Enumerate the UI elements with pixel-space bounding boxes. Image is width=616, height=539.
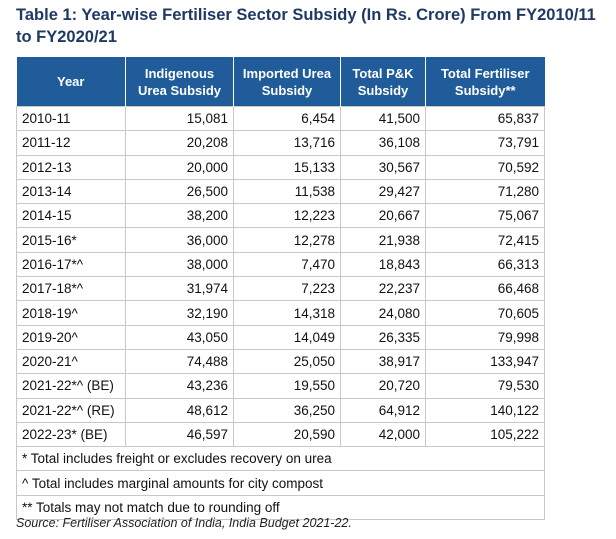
value-cell: 36,108 xyxy=(340,130,426,156)
table-row: 2017-18*^ 31,974 7,223 22,237 66,468 xyxy=(16,276,545,302)
year-cell: 2020-21^ xyxy=(16,348,126,375)
year-cell: 2010-11 xyxy=(16,105,126,132)
value-cell: 30,567 xyxy=(340,154,426,180)
value-cell: 18,843 xyxy=(340,251,426,278)
value-cell: 15,133 xyxy=(233,154,341,180)
value-cell: 66,313 xyxy=(425,251,545,278)
value-cell: 7,223 xyxy=(233,276,341,302)
value-cell: 13,716 xyxy=(233,130,341,156)
value-cell: 20,000 xyxy=(125,154,234,180)
source-note: Source: Fertiliser Association of India,… xyxy=(16,516,352,530)
value-cell: 26,500 xyxy=(125,178,234,205)
value-cell: 105,222 xyxy=(425,421,545,448)
column-header: Total Fertiliser Subsidy** xyxy=(425,57,545,107)
table-row: 2011-12 20,208 13,716 36,108 73,791 xyxy=(16,130,545,156)
footnote: * Total includes freight or excludes rec… xyxy=(16,446,545,472)
value-cell: 74,488 xyxy=(125,348,234,375)
footnote-row: * Total includes freight or excludes rec… xyxy=(16,446,545,472)
value-cell: 79,998 xyxy=(425,324,545,350)
value-cell: 140,122 xyxy=(425,397,545,423)
value-cell: 38,917 xyxy=(340,348,426,375)
subsidy-table: Year Indigenous Urea Subsidy Imported Urea… xyxy=(16,57,545,521)
value-cell: 31,974 xyxy=(125,276,234,302)
value-cell: 20,208 xyxy=(125,130,234,156)
table-row: 2016-17*^ 38,000 7,470 18,843 66,313 xyxy=(16,251,545,278)
value-cell: 24,080 xyxy=(340,300,426,326)
value-cell: 14,318 xyxy=(233,300,341,326)
value-cell: 43,236 xyxy=(125,373,234,399)
year-cell: 2017-18*^ xyxy=(16,276,126,302)
table-row: 2020-21^ 74,488 25,050 38,917 133,947 xyxy=(16,348,545,375)
footnote: ^ Total includes marginal amounts for ci… xyxy=(16,470,545,496)
value-cell: 12,223 xyxy=(233,203,341,229)
table-row: 2010-11 15,081 6,454 41,500 65,837 xyxy=(16,105,545,132)
year-cell: 2015-16* xyxy=(16,227,126,253)
year-cell: 2014-15 xyxy=(16,203,126,229)
value-cell: 26,335 xyxy=(340,324,426,350)
value-cell: 36,250 xyxy=(233,397,341,423)
value-cell: 21,938 xyxy=(340,227,426,253)
value-cell: 73,791 xyxy=(425,130,545,156)
value-cell: 66,468 xyxy=(425,276,545,302)
year-cell: 2012-13 xyxy=(16,154,126,180)
value-cell: 20,720 xyxy=(340,373,426,399)
table-row: 2012-13 20,000 15,133 30,567 70,592 xyxy=(16,154,545,180)
value-cell: 38,200 xyxy=(125,203,234,229)
value-cell: 22,237 xyxy=(340,276,426,302)
value-cell: 46,597 xyxy=(125,421,234,448)
value-cell: 38,000 xyxy=(125,251,234,278)
table-title: Table 1: Year-wise Fertiliser Sector Sub… xyxy=(16,6,596,46)
value-cell: 43,050 xyxy=(125,324,234,350)
value-cell: 6,454 xyxy=(233,105,341,132)
table-row: 2021-22*^ (BE) 43,236 19,550 20,720 79,530 xyxy=(16,373,545,399)
year-cell: 2021-22*^ (RE) xyxy=(16,397,126,423)
value-cell: 75,067 xyxy=(425,203,545,229)
table-row: 2022-23* (BE) 46,597 20,590 42,000 105,222 xyxy=(16,421,545,448)
column-header: Indigenous Urea Subsidy xyxy=(125,57,234,107)
value-cell: 70,605 xyxy=(425,300,545,326)
value-cell: 7,470 xyxy=(233,251,341,278)
table-row: 2015-16* 36,000 12,278 21,938 72,415 xyxy=(16,227,545,253)
value-cell: 133,947 xyxy=(425,348,545,375)
header-row: Year Indigenous Urea Subsidy Imported Urea… xyxy=(16,57,545,107)
table-row: 2019-20^ 43,050 14,049 26,335 79,998 xyxy=(16,324,545,350)
value-cell: 65,837 xyxy=(425,105,545,132)
value-cell: 20,667 xyxy=(340,203,426,229)
value-cell: 70,592 xyxy=(425,154,545,180)
value-cell: 64,912 xyxy=(340,397,426,423)
column-header: Total P&K Subsidy xyxy=(340,57,426,107)
year-cell: 2019-20^ xyxy=(16,324,126,350)
value-cell: 72,415 xyxy=(425,227,545,253)
year-cell: 2018-19^ xyxy=(16,300,126,326)
footnote-row: ** Totals may not match due to rounding … xyxy=(16,494,545,521)
footnote-row: ^ Total includes marginal amounts for ci… xyxy=(16,470,545,496)
value-cell: 14,049 xyxy=(233,324,341,350)
year-cell: 2011-12 xyxy=(16,130,126,156)
value-cell: 15,081 xyxy=(125,105,234,132)
year-cell: 2013-14 xyxy=(16,178,126,205)
value-cell: 36,000 xyxy=(125,227,234,253)
column-header: Imported Urea Subsidy xyxy=(233,57,341,107)
value-cell: 25,050 xyxy=(233,348,341,375)
value-cell: 29,427 xyxy=(340,178,426,205)
footnote: ** Totals may not match due to rounding … xyxy=(16,494,545,521)
value-cell: 71,280 xyxy=(425,178,545,205)
table-row: 2014-15 38,200 12,223 20,667 75,067 xyxy=(16,203,545,229)
value-cell: 42,000 xyxy=(340,421,426,448)
value-cell: 41,500 xyxy=(340,105,426,132)
value-cell: 12,278 xyxy=(233,227,341,253)
year-cell: 2016-17*^ xyxy=(16,251,126,278)
year-cell: 2021-22*^ (BE) xyxy=(16,373,126,399)
table-row: 2021-22*^ (RE) 48,612 36,250 64,912 140,122 xyxy=(16,397,545,423)
year-cell: 2022-23* (BE) xyxy=(16,421,126,448)
value-cell: 79,530 xyxy=(425,373,545,399)
value-cell: 20,590 xyxy=(233,421,341,448)
table-row: 2018-19^ 32,190 14,318 24,080 70,605 xyxy=(16,300,545,326)
value-cell: 32,190 xyxy=(125,300,234,326)
value-cell: 19,550 xyxy=(233,373,341,399)
table-row: 2013-14 26,500 11,538 29,427 71,280 xyxy=(16,178,545,205)
value-cell: 48,612 xyxy=(125,397,234,423)
column-header: Year xyxy=(16,57,126,107)
value-cell: 11,538 xyxy=(233,178,341,205)
